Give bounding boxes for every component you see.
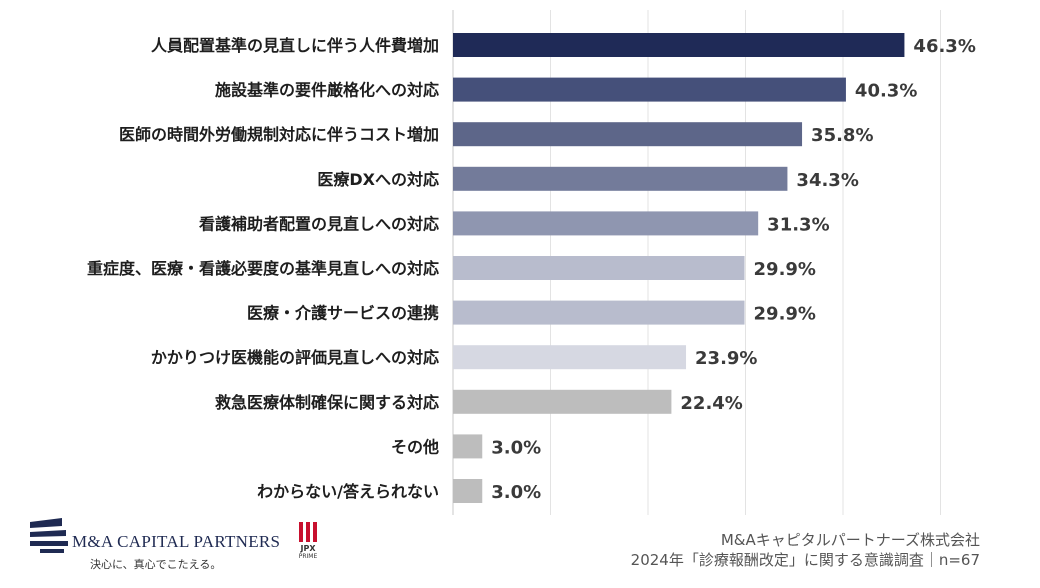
bar [453,389,672,414]
bar [453,166,788,191]
category-label: 医師の時間外労働規制対応に伴うコスト増加 [119,125,439,144]
category-label: 救急医療体制確保に関する対応 [215,393,439,412]
category-label: 人員配置基準の見直しに伴う人件費増加 [151,36,439,55]
jpx-sub-text: PRIME [298,553,318,560]
bar [453,77,846,102]
jpx-mark-icon [299,522,317,542]
data-label: 34.3% [796,170,858,191]
source-company: M&Aキャピタルパートナーズ株式会社 [720,531,980,549]
category-label: かかりつけ医機能の評価見直しへの対応 [151,348,439,367]
data-label: 40.3% [855,81,917,102]
data-label: 29.9% [754,304,816,325]
data-label: 35.8% [811,125,873,146]
bar [453,33,905,57]
source-note: M&Aキャピタルパートナーズ株式会社 2024年「診療報酬改定」に関する意識調査… [631,530,980,570]
company-logo-icon [30,518,68,553]
data-label: 46.3% [913,36,975,57]
jpx-prime-logo: JPX PRIME [290,520,326,570]
category-label: 施設基準の要件厳格化への対応 [215,81,439,100]
bar-chart: 人員配置基準の見直しに伴う人件費増加 46.3% 施設基準の要件厳格化への対応 40.… [87,10,976,515]
data-label: 23.9% [695,348,757,369]
category-label: わからない/答えられない [257,482,439,501]
bar [453,300,745,325]
company-logo: M&A CAPITAL PARTNERS 決心に、真心でこたえる。 [30,518,280,574]
source-survey: 2024年「診療報酬改定」に関する意識調査｜n=67 [630,551,980,569]
bar [453,211,759,236]
data-label: 22.4% [680,393,742,414]
jpx-text: JPX [300,544,316,553]
data-label: 3.0% [491,437,541,458]
category-label: 医療DXへの対応 [317,170,439,189]
category-label: その他 [391,437,439,456]
data-label: 3.0% [491,482,541,503]
data-label: 31.3% [767,214,829,235]
company-logo-name: M&A CAPITAL PARTNERS [72,532,281,551]
category-label: 医療・介護サービスの連携 [247,304,439,323]
bar [453,479,483,503]
data-label: 29.9% [754,259,816,280]
bar [453,434,483,459]
bar [453,122,803,147]
bar [453,256,745,280]
bar [453,345,687,370]
category-label: 看護補助者配置の見直しへの対応 [198,214,439,233]
category-label: 重症度、医療・看護必要度の基準見直しへの対応 [87,259,439,278]
company-logo-tagline: 決心に、真心でこたえる。 [90,559,222,571]
